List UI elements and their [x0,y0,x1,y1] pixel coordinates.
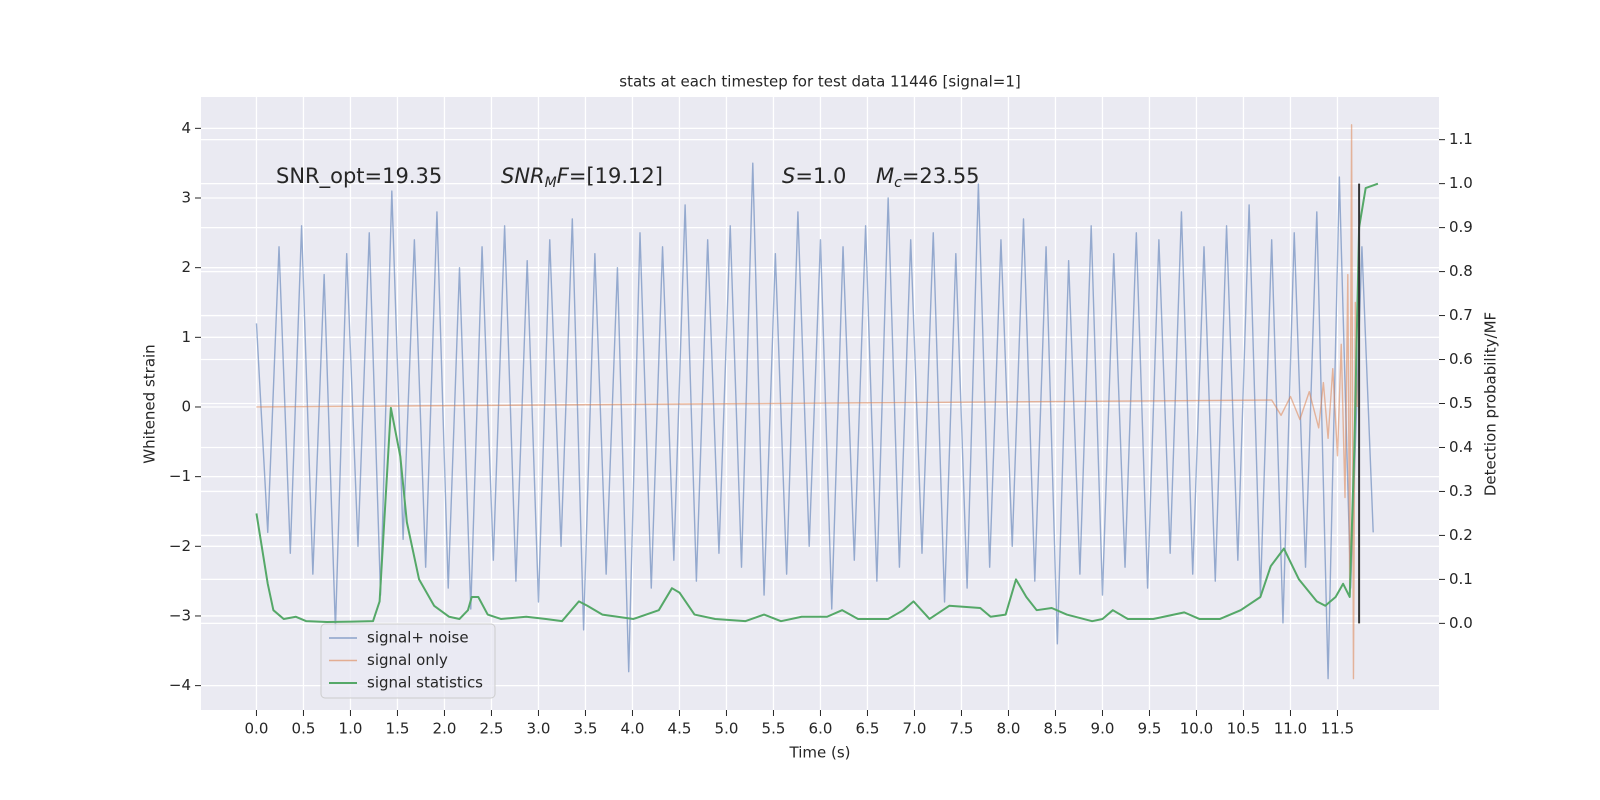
y2-tick-label: 0.9 [1449,218,1473,236]
series-line [256,124,1358,680]
legend-box [320,623,496,699]
y2-tick-label: 0.8 [1449,262,1473,280]
chart-title: stats at each timestep for test data 114… [619,73,1020,91]
y2-tick-label: 0.2 [1449,526,1473,544]
x-tick-label: 4.5 [668,720,692,738]
y2-tick-label: 1.1 [1449,130,1473,148]
y-tick-label: 0 [181,397,191,415]
y2-tick-label: 0.6 [1449,350,1473,368]
x-tick-label: 11.0 [1274,720,1307,738]
legend-label: signal statistics [367,674,483,692]
x-tick-label: 4.0 [621,720,645,738]
annotation-part: M [545,175,557,191]
annotation-part: =[19.12] [569,164,663,188]
annotation-part: c [894,175,902,191]
annotation-part: =1.0 [795,164,846,188]
y-tick-label: 3 [181,189,191,207]
y2-tick-label: 0.7 [1449,306,1473,324]
y-tick-label: −4 [169,676,191,694]
y2-tick-label: 0.4 [1449,438,1473,456]
legend-label: signal+ noise [367,629,469,647]
y2-tick-label: 0.1 [1449,570,1473,588]
x-tick-label: 10.5 [1227,720,1260,738]
legend-label: signal only [367,651,448,669]
x-axis-label: Time (s) [789,744,851,762]
y2-tick-label: 1.0 [1449,174,1473,192]
y-tick-label: 4 [181,119,191,137]
annotation-part: F [557,164,570,188]
x-tick-label: 1.5 [386,720,410,738]
series-line [255,182,1379,624]
x-tick-label: 3.0 [527,720,551,738]
y2-axis-label: Detection probability/MF [1482,312,1500,496]
x-tick-label: 2.5 [480,720,504,738]
x-tick-label: 8.0 [997,720,1021,738]
y2-tick-label: 0.3 [1449,482,1473,500]
y-tick-label: −1 [169,467,191,485]
x-tick-label: 9.0 [1091,720,1115,738]
x-tick-label: 0.0 [245,720,269,738]
x-tick-label: 6.5 [856,720,880,738]
y2-tick-label: 0.0 [1449,614,1473,632]
x-tick-label: 8.5 [1044,720,1068,738]
x-tick-label: 11.5 [1321,720,1354,738]
annotation: SNR_opt=19.35 [276,164,442,189]
annotation: SNRMF=[19.12] [501,164,663,191]
x-tick-label: 5.0 [715,720,739,738]
annotation: S=1.0 [782,164,846,188]
annotation-part: =23.55 [902,164,980,188]
x-tick-label: 0.5 [292,720,316,738]
annotation-part: SNR [501,164,545,188]
x-tick-label: 7.0 [903,720,927,738]
x-tick-label: 2.0 [433,720,457,738]
y-tick-label: 2 [181,258,191,276]
x-tick-label: 5.5 [762,720,786,738]
x-tick-label: 10.0 [1180,720,1213,738]
x-tick-label: 7.5 [950,720,974,738]
y-tick-label: 1 [181,328,191,346]
annotation-part: S [782,164,795,188]
annotation: Mc=23.55 [876,164,980,191]
series-line [255,162,1374,680]
annotation-part: M [876,164,894,188]
y-tick-label: −3 [169,606,191,624]
x-tick-label: 3.5 [574,720,598,738]
x-tick-label: 6.0 [809,720,833,738]
y-tick-label: −2 [169,537,191,555]
y-axis-label: Whitened strain [141,344,159,463]
annotation-part: SNR_opt=19.35 [276,164,442,189]
x-tick-label: 9.5 [1138,720,1162,738]
x-tick-label: 1.0 [339,720,363,738]
y2-tick-label: 0.5 [1449,394,1473,412]
